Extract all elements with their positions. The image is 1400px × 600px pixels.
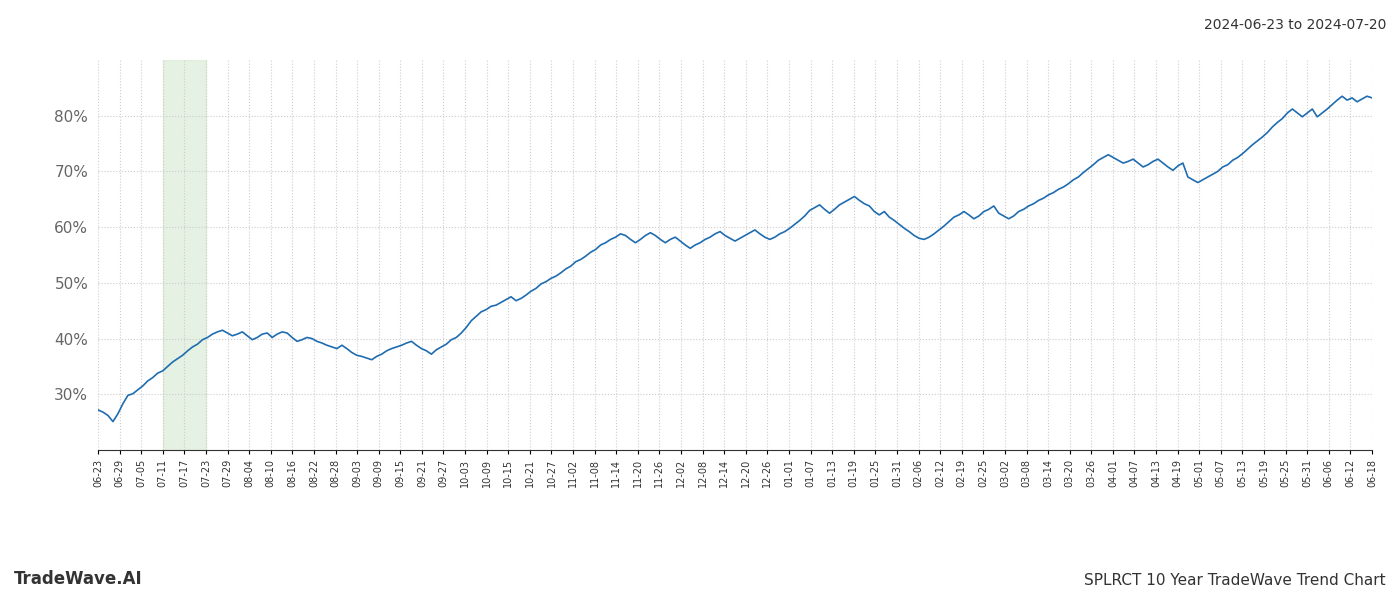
Text: 2024-06-23 to 2024-07-20: 2024-06-23 to 2024-07-20 — [1204, 18, 1386, 32]
Text: SPLRCT 10 Year TradeWave Trend Chart: SPLRCT 10 Year TradeWave Trend Chart — [1085, 573, 1386, 588]
Bar — [162, 60, 206, 450]
Text: TradeWave.AI: TradeWave.AI — [14, 570, 143, 588]
